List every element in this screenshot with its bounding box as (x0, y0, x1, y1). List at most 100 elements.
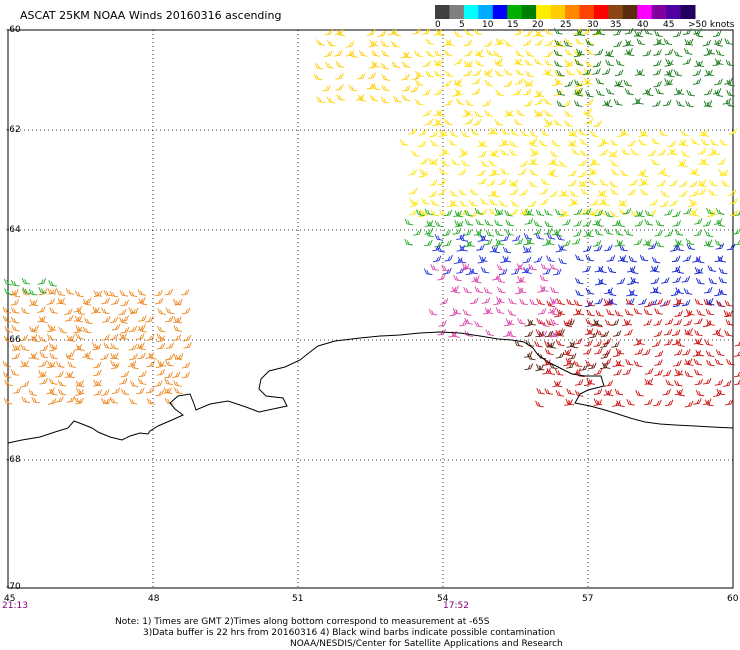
wind-barb (128, 307, 137, 314)
wind-barb (345, 40, 355, 48)
wind-barb (4, 288, 13, 296)
wind-barb (529, 169, 539, 176)
wind-barb (92, 306, 101, 314)
wind-barb (693, 229, 703, 237)
wind-barb (426, 50, 435, 57)
wind-barb (625, 49, 635, 57)
wind-barb (19, 334, 28, 342)
wind-barb (109, 397, 119, 404)
wind-barb (2, 360, 11, 368)
wind-barb (673, 69, 683, 77)
wind-barb (535, 209, 545, 217)
wind-barb (562, 100, 571, 108)
wind-barb (733, 351, 740, 357)
wind-barb (505, 109, 514, 117)
wind-barb (602, 68, 611, 75)
wind-barb (76, 344, 85, 351)
wind-barb (540, 263, 550, 270)
wind-barb (118, 378, 128, 385)
wind-barb (701, 138, 710, 146)
wind-barb (595, 220, 604, 227)
wind-barb (624, 229, 634, 236)
wind-barb (101, 297, 110, 305)
wind-barb (336, 29, 346, 37)
wind-barb (391, 40, 400, 48)
wind-barb (533, 256, 543, 263)
scale-color-block (550, 5, 566, 19)
wind-barb (663, 38, 673, 46)
wind-barb (534, 58, 543, 65)
wind-barb (454, 80, 463, 87)
wind-barb (535, 30, 545, 37)
wind-barb (639, 254, 649, 262)
wind-barb (625, 39, 634, 47)
wind-barb (636, 38, 646, 46)
wind-barb (651, 137, 660, 145)
wind-barb (574, 59, 584, 66)
wind-barb (157, 360, 166, 367)
wind-barb (728, 128, 738, 135)
wind-barb (508, 297, 517, 305)
wind-barb (523, 232, 533, 240)
wind-barb (443, 209, 453, 217)
wind-barb (441, 264, 450, 272)
wind-barb (667, 140, 676, 148)
wind-barb (664, 78, 673, 85)
wind-barb (57, 380, 67, 387)
wind-barb (490, 127, 499, 135)
wind-barb (3, 371, 12, 379)
wind-barb (694, 266, 704, 274)
wind-barb (450, 285, 459, 292)
wind-barb (717, 158, 726, 166)
wind-barb (4, 326, 13, 333)
wind-barb (695, 389, 705, 397)
wind-barb (454, 30, 463, 38)
wind-barb (654, 308, 663, 315)
wind-barb (708, 277, 717, 285)
wind-barb (556, 233, 565, 241)
wind-barb (624, 88, 634, 96)
wind-barb (494, 219, 503, 227)
wind-barb (519, 189, 528, 196)
wind-barb (636, 210, 645, 218)
wind-barb (119, 333, 129, 340)
wind-barb (654, 359, 663, 366)
wind-barb (493, 50, 503, 58)
wind-barb (404, 218, 414, 226)
wind-barb (592, 240, 602, 247)
wind-barb (591, 158, 601, 166)
wind-barb (642, 49, 652, 57)
wind-barb (547, 168, 556, 176)
wind-barb (66, 335, 76, 342)
scale-color-block (463, 5, 479, 19)
wind-barb (724, 329, 733, 337)
wind-barb (408, 128, 417, 135)
wind-barb (458, 188, 468, 196)
wind-barb (109, 316, 119, 324)
wind-barb (693, 358, 703, 366)
wind-barb (602, 358, 612, 365)
wind-barb (583, 347, 592, 355)
wind-barb (442, 229, 451, 237)
wind-barb (419, 157, 428, 165)
wind-barb (47, 398, 57, 405)
wind-barb (594, 209, 603, 217)
wind-barb (425, 38, 435, 45)
wind-barb (444, 70, 454, 77)
wind-barb (137, 324, 146, 331)
wind-barb (476, 169, 486, 177)
wind-barb (92, 342, 101, 349)
wind-barb (47, 287, 56, 295)
wind-barb (565, 398, 575, 406)
wind-barb (358, 50, 368, 57)
wind-barb (182, 334, 192, 342)
wind-barb (624, 309, 634, 316)
wind-barb (564, 80, 573, 87)
wind-barb (146, 398, 156, 405)
wind-barb (697, 188, 706, 196)
wind-barb (452, 307, 462, 315)
wind-barb (694, 369, 703, 376)
wind-barb (437, 178, 447, 186)
wind-barb (502, 255, 512, 263)
wind-barb (685, 238, 695, 245)
